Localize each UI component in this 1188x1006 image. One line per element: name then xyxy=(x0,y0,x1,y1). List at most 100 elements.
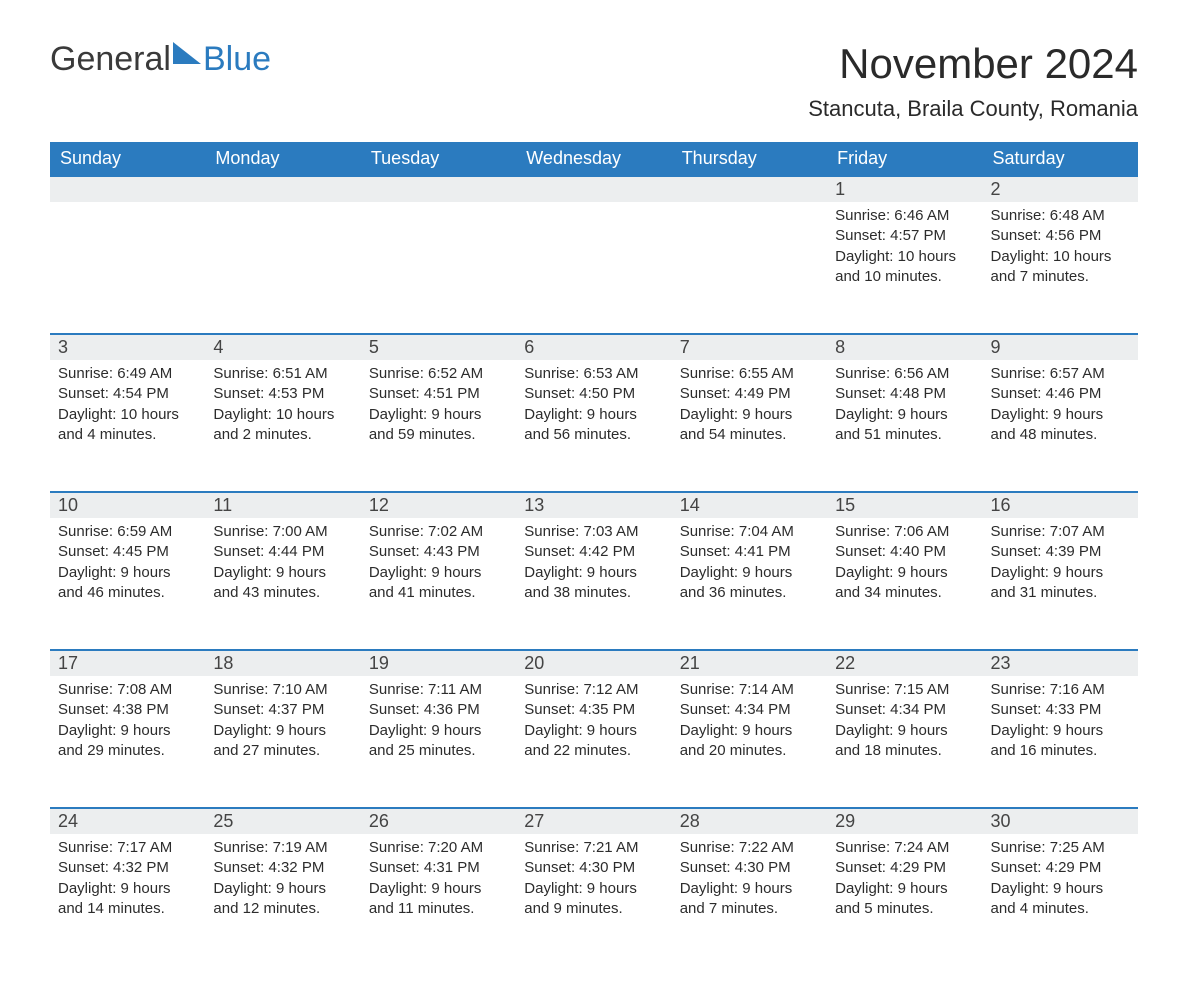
day-number: 6 xyxy=(516,335,671,360)
day-number: 21 xyxy=(672,651,827,676)
day-number: 12 xyxy=(361,493,516,518)
day-cell-number: 18 xyxy=(205,650,360,676)
day-info: Sunrise: 6:52 AMSunset: 4:51 PMDaylight:… xyxy=(361,360,516,455)
day-cell-content: Sunrise: 7:00 AMSunset: 4:44 PMDaylight:… xyxy=(205,518,360,650)
week-content-row: Sunrise: 6:59 AMSunset: 4:45 PMDaylight:… xyxy=(50,518,1138,650)
day-cell-number: 13 xyxy=(516,492,671,518)
day-number: 25 xyxy=(205,809,360,834)
day-number: 17 xyxy=(50,651,205,676)
sunrise-text: Sunrise: 7:20 AM xyxy=(369,838,508,858)
day-number: 18 xyxy=(205,651,360,676)
calendar-table: Sunday Monday Tuesday Wednesday Thursday… xyxy=(50,142,1138,966)
day-cell-content: Sunrise: 7:07 AMSunset: 4:39 PMDaylight:… xyxy=(983,518,1138,650)
day-number: 16 xyxy=(983,493,1138,518)
day-info: Sunrise: 7:14 AMSunset: 4:34 PMDaylight:… xyxy=(672,676,827,771)
daylight-text: Daylight: 9 hours and 22 minutes. xyxy=(524,721,663,762)
daylight-text: Daylight: 9 hours and 34 minutes. xyxy=(835,563,974,604)
day-cell-content xyxy=(205,202,360,334)
sunset-text: Sunset: 4:40 PM xyxy=(835,542,974,562)
sunrise-text: Sunrise: 6:52 AM xyxy=(369,364,508,384)
day-cell-number: 17 xyxy=(50,650,205,676)
day-info: Sunrise: 7:24 AMSunset: 4:29 PMDaylight:… xyxy=(827,834,982,929)
day-number: 28 xyxy=(672,809,827,834)
day-info: Sunrise: 7:17 AMSunset: 4:32 PMDaylight:… xyxy=(50,834,205,929)
sunset-text: Sunset: 4:51 PM xyxy=(369,384,508,404)
day-cell-content: Sunrise: 6:55 AMSunset: 4:49 PMDaylight:… xyxy=(672,360,827,492)
day-number: 8 xyxy=(827,335,982,360)
day-cell-number: 27 xyxy=(516,808,671,834)
sunrise-text: Sunrise: 7:04 AM xyxy=(680,522,819,542)
day-number: 10 xyxy=(50,493,205,518)
day-number: 14 xyxy=(672,493,827,518)
sunset-text: Sunset: 4:44 PM xyxy=(213,542,352,562)
day-cell-number: 30 xyxy=(983,808,1138,834)
day-number: 24 xyxy=(50,809,205,834)
day-cell-number xyxy=(50,176,205,202)
day-cell-number: 19 xyxy=(361,650,516,676)
day-cell-content: Sunrise: 6:51 AMSunset: 4:53 PMDaylight:… xyxy=(205,360,360,492)
day-cell-number: 9 xyxy=(983,334,1138,360)
day-info xyxy=(361,202,516,216)
day-number: 13 xyxy=(516,493,671,518)
daylight-text: Daylight: 9 hours and 27 minutes. xyxy=(213,721,352,762)
day-cell-number: 8 xyxy=(827,334,982,360)
day-info: Sunrise: 6:51 AMSunset: 4:53 PMDaylight:… xyxy=(205,360,360,455)
day-cell-number xyxy=(672,176,827,202)
day-number xyxy=(361,177,516,202)
sunrise-text: Sunrise: 7:02 AM xyxy=(369,522,508,542)
weekday-header: Friday xyxy=(827,142,982,176)
sunset-text: Sunset: 4:32 PM xyxy=(213,858,352,878)
daylight-text: Daylight: 10 hours and 4 minutes. xyxy=(58,405,197,446)
sunset-text: Sunset: 4:57 PM xyxy=(835,226,974,246)
daylight-text: Daylight: 9 hours and 5 minutes. xyxy=(835,879,974,920)
week-content-row: Sunrise: 6:46 AMSunset: 4:57 PMDaylight:… xyxy=(50,202,1138,334)
day-cell-number: 11 xyxy=(205,492,360,518)
sunset-text: Sunset: 4:35 PM xyxy=(524,700,663,720)
daylight-text: Daylight: 9 hours and 59 minutes. xyxy=(369,405,508,446)
sunset-text: Sunset: 4:34 PM xyxy=(835,700,974,720)
day-number: 15 xyxy=(827,493,982,518)
day-info: Sunrise: 6:59 AMSunset: 4:45 PMDaylight:… xyxy=(50,518,205,613)
daylight-text: Daylight: 9 hours and 56 minutes. xyxy=(524,405,663,446)
day-info: Sunrise: 7:20 AMSunset: 4:31 PMDaylight:… xyxy=(361,834,516,929)
day-info: Sunrise: 6:48 AMSunset: 4:56 PMDaylight:… xyxy=(983,202,1138,297)
day-info: Sunrise: 7:22 AMSunset: 4:30 PMDaylight:… xyxy=(672,834,827,929)
sunrise-text: Sunrise: 7:14 AM xyxy=(680,680,819,700)
week-content-row: Sunrise: 7:08 AMSunset: 4:38 PMDaylight:… xyxy=(50,676,1138,808)
sunset-text: Sunset: 4:54 PM xyxy=(58,384,197,404)
day-cell-number: 5 xyxy=(361,334,516,360)
daylight-text: Daylight: 9 hours and 36 minutes. xyxy=(680,563,819,604)
daylight-text: Daylight: 9 hours and 12 minutes. xyxy=(213,879,352,920)
sunrise-text: Sunrise: 7:25 AM xyxy=(991,838,1130,858)
day-number: 2 xyxy=(983,177,1138,202)
sunrise-text: Sunrise: 7:06 AM xyxy=(835,522,974,542)
sunset-text: Sunset: 4:42 PM xyxy=(524,542,663,562)
day-cell-number: 25 xyxy=(205,808,360,834)
sunrise-text: Sunrise: 7:12 AM xyxy=(524,680,663,700)
day-cell-content: Sunrise: 7:03 AMSunset: 4:42 PMDaylight:… xyxy=(516,518,671,650)
day-cell-number: 3 xyxy=(50,334,205,360)
daylight-text: Daylight: 9 hours and 46 minutes. xyxy=(58,563,197,604)
day-number: 1 xyxy=(827,177,982,202)
day-cell-number: 4 xyxy=(205,334,360,360)
day-number xyxy=(205,177,360,202)
sunset-text: Sunset: 4:48 PM xyxy=(835,384,974,404)
week-content-row: Sunrise: 6:49 AMSunset: 4:54 PMDaylight:… xyxy=(50,360,1138,492)
day-cell-content: Sunrise: 6:48 AMSunset: 4:56 PMDaylight:… xyxy=(983,202,1138,334)
day-number: 27 xyxy=(516,809,671,834)
day-cell-content: Sunrise: 7:19 AMSunset: 4:32 PMDaylight:… xyxy=(205,834,360,966)
day-cell-number: 24 xyxy=(50,808,205,834)
day-cell-content: Sunrise: 6:59 AMSunset: 4:45 PMDaylight:… xyxy=(50,518,205,650)
day-info: Sunrise: 7:19 AMSunset: 4:32 PMDaylight:… xyxy=(205,834,360,929)
sunset-text: Sunset: 4:41 PM xyxy=(680,542,819,562)
daylight-text: Daylight: 9 hours and 11 minutes. xyxy=(369,879,508,920)
day-info: Sunrise: 7:00 AMSunset: 4:44 PMDaylight:… xyxy=(205,518,360,613)
week-daynum-row: 24252627282930 xyxy=(50,808,1138,834)
day-info: Sunrise: 7:08 AMSunset: 4:38 PMDaylight:… xyxy=(50,676,205,771)
day-cell-number: 1 xyxy=(827,176,982,202)
day-number: 23 xyxy=(983,651,1138,676)
sunset-text: Sunset: 4:43 PM xyxy=(369,542,508,562)
sunset-text: Sunset: 4:33 PM xyxy=(991,700,1130,720)
day-info: Sunrise: 6:57 AMSunset: 4:46 PMDaylight:… xyxy=(983,360,1138,455)
sunrise-text: Sunrise: 6:56 AM xyxy=(835,364,974,384)
